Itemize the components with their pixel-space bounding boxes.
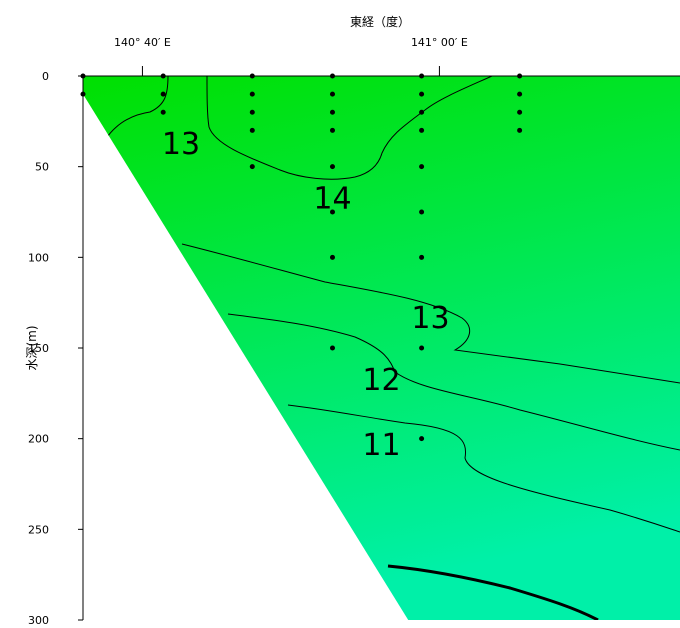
- contour-label: 14: [313, 181, 351, 216]
- sample-points: [80, 73, 523, 442]
- sample-point: [329, 164, 335, 170]
- isotherm-14: [206, 76, 493, 180]
- contour-label: 12: [362, 363, 400, 398]
- sample-point: [329, 209, 335, 215]
- contour-label: 11: [362, 428, 400, 463]
- sample-point: [419, 436, 425, 442]
- sample-point: [419, 209, 425, 215]
- y-tick-label: 50: [35, 161, 49, 174]
- sample-point: [249, 109, 255, 115]
- y-tick-label: 250: [28, 523, 49, 536]
- sample-point: [419, 345, 425, 351]
- sample-point: [329, 254, 335, 260]
- sample-point: [517, 91, 523, 97]
- isotherm-13-shallow: [104, 76, 169, 141]
- isotherm-10: [387, 564, 599, 620]
- y-axis-title: 水深(m): [25, 325, 39, 370]
- sample-point: [517, 109, 523, 115]
- contour-labels: 13 14 13 12 11: [162, 127, 450, 463]
- sample-point: [249, 164, 255, 170]
- y-tick-label: 100: [28, 251, 49, 264]
- contour-label: 13: [411, 301, 449, 336]
- axes: 東経（度） 水深(m) 0 50 100 150 200 250 300 140° 40′ E…: [25, 14, 680, 627]
- sample-point: [419, 127, 425, 133]
- sample-point: [329, 345, 335, 351]
- sample-point: [517, 127, 523, 133]
- x-tick-label: 141° 00′ E: [411, 36, 468, 49]
- water-region: [83, 76, 680, 620]
- contour-label: 13: [162, 127, 200, 162]
- sample-point: [329, 91, 335, 97]
- sample-point: [160, 109, 166, 115]
- sample-point: [419, 164, 425, 170]
- y-tick-label: 0: [42, 70, 49, 83]
- sample-point: [160, 91, 166, 97]
- sample-point: [329, 127, 335, 133]
- sample-point: [329, 109, 335, 115]
- sample-point: [249, 127, 255, 133]
- isotherm-11: [287, 404, 680, 533]
- sample-point: [419, 91, 425, 97]
- water-fill: [83, 76, 680, 620]
- y-tick-label: 200: [28, 433, 49, 446]
- sample-point: [419, 254, 425, 260]
- sample-point: [419, 109, 425, 115]
- sample-point: [249, 91, 255, 97]
- contour-lines: [104, 76, 680, 620]
- isotherm-13: [181, 243, 680, 384]
- x-axis-title: 東経（度）: [350, 14, 410, 29]
- y-tick-label: 300: [28, 614, 49, 627]
- y-tick-label: 150: [28, 342, 49, 355]
- x-tick-label: 140° 40′ E: [114, 36, 171, 49]
- isotherm-12: [227, 313, 680, 451]
